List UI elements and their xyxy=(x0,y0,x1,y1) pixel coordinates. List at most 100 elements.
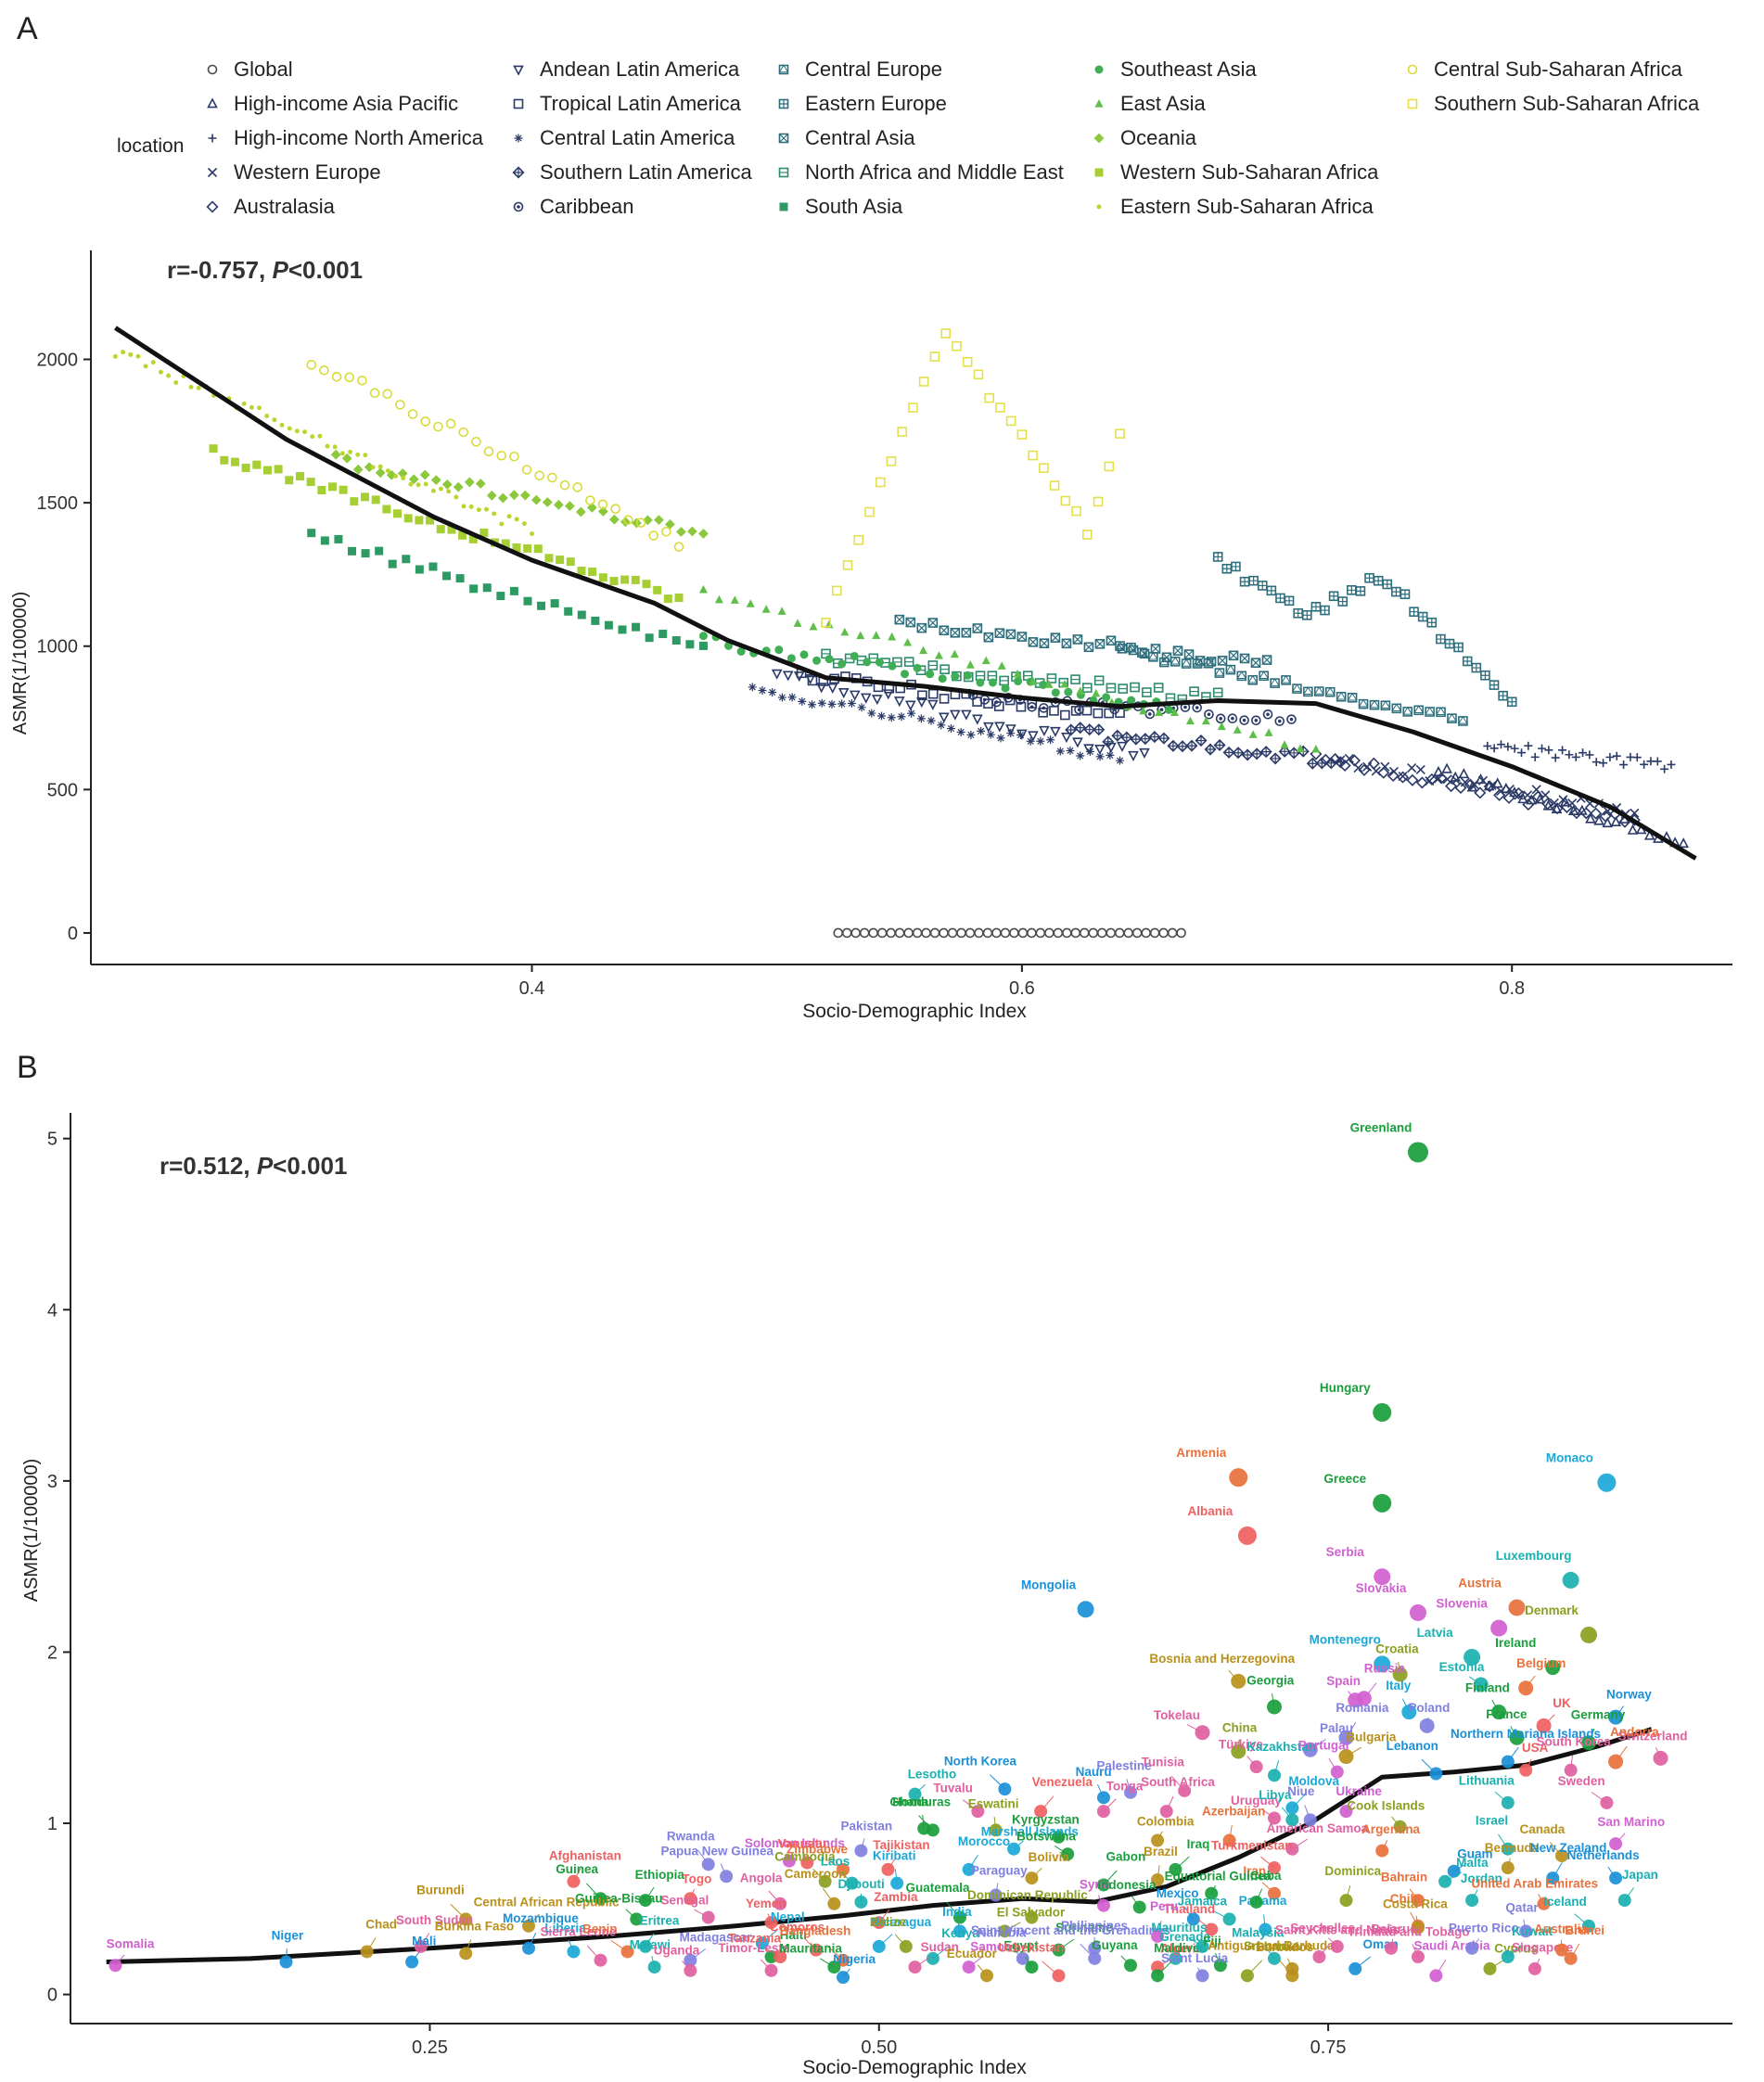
legend-label: High-income North America xyxy=(234,126,484,149)
country-marker xyxy=(908,1961,922,1974)
country-label: Sierra Leone xyxy=(541,1924,617,1938)
country-label: Yemen xyxy=(746,1897,786,1910)
data-point xyxy=(1413,705,1425,716)
data-point xyxy=(774,645,784,655)
data-point xyxy=(1092,688,1101,697)
data-point xyxy=(166,373,172,378)
country-marker xyxy=(872,1916,886,1930)
data-point xyxy=(220,455,229,465)
data-point xyxy=(1192,702,1203,713)
p-label-a: P xyxy=(272,256,288,284)
legend-marker xyxy=(778,98,789,109)
country-marker xyxy=(1554,1849,1568,1863)
data-point xyxy=(926,670,935,679)
data-point xyxy=(1286,714,1297,724)
country-label: Spain xyxy=(1326,1674,1361,1688)
country-marker xyxy=(1285,1801,1299,1815)
data-point xyxy=(1016,632,1028,642)
country-marker xyxy=(1205,1922,1219,1936)
country-marker xyxy=(1562,1571,1579,1589)
data-point xyxy=(509,586,518,595)
data-point xyxy=(937,721,946,730)
data-point xyxy=(961,627,972,638)
country-label: Benin xyxy=(582,1922,618,1935)
data-point xyxy=(1236,671,1247,682)
country-point: Belize xyxy=(870,1915,913,1953)
loess-smooth-line-a xyxy=(114,326,1697,861)
country-label: Equatorial Guinea xyxy=(1165,1869,1272,1883)
data-point xyxy=(530,531,534,537)
x-tick-label-a: 0.4 xyxy=(519,978,545,999)
data-point xyxy=(492,511,497,517)
country-marker xyxy=(1124,1785,1138,1799)
country-label: Kazakhstan xyxy=(1246,1740,1316,1754)
data-point xyxy=(837,699,847,709)
data-point xyxy=(566,557,575,567)
country-marker xyxy=(818,1874,832,1888)
data-point xyxy=(893,696,905,708)
data-point xyxy=(1142,687,1152,697)
data-point xyxy=(1028,450,1038,461)
data-point xyxy=(1231,561,1241,572)
country-point: Tuvalu xyxy=(933,1781,985,1819)
data-point xyxy=(1217,656,1228,666)
country-label: Nepal xyxy=(771,1910,805,1923)
data-point xyxy=(1013,669,1022,678)
data-point xyxy=(173,380,179,386)
country-label: Ethiopia xyxy=(635,1868,685,1882)
country-label: Serbia xyxy=(1326,1545,1365,1559)
country-point: Brazil xyxy=(1144,1845,1178,1886)
data-point xyxy=(393,509,403,518)
country-marker xyxy=(1088,1941,1102,1955)
y-tick-label-a: 500 xyxy=(47,780,78,800)
data-point xyxy=(1150,644,1161,654)
country-marker xyxy=(989,1823,1003,1837)
country-label: Niue xyxy=(1287,1784,1315,1798)
country-point: Botswana xyxy=(1016,1830,1076,1861)
data-point xyxy=(867,709,876,718)
country-point: South Sudan xyxy=(396,1913,473,1953)
country-label: Andorra xyxy=(1610,1725,1659,1739)
country-label: Portugal xyxy=(1298,1739,1349,1753)
country-marker xyxy=(414,1939,428,1953)
data-point xyxy=(334,534,343,543)
country-marker xyxy=(1267,1769,1281,1782)
legend-label: Andean Latin America xyxy=(540,57,740,81)
data-point xyxy=(1049,480,1060,491)
data-point xyxy=(1009,927,1019,939)
legend-item: Central Latin America xyxy=(514,126,735,149)
country-label: Sweden xyxy=(1558,1774,1605,1788)
country-point: Cameroon xyxy=(785,1867,847,1910)
data-point xyxy=(1358,698,1369,709)
data-point xyxy=(1610,815,1622,827)
country-point: Iran xyxy=(1243,1864,1281,1900)
data-point xyxy=(428,562,438,571)
data-point xyxy=(1131,927,1143,939)
country-marker xyxy=(809,1943,823,1957)
data-point xyxy=(999,675,1009,686)
data-point xyxy=(585,495,595,505)
country-label: Chad xyxy=(365,1918,397,1932)
data-point xyxy=(402,555,411,564)
country-point: Nicaragua xyxy=(871,1915,932,1953)
country-point: Nauru xyxy=(1076,1765,1112,1805)
data-point xyxy=(951,671,960,681)
data-point xyxy=(1248,575,1259,586)
data-point xyxy=(1164,705,1173,714)
country-marker xyxy=(1025,1910,1039,1924)
data-point xyxy=(1029,677,1038,685)
country-point: Djibouti xyxy=(838,1877,885,1909)
country-point: Seychelles xyxy=(1290,1922,1355,1953)
data-point xyxy=(849,690,861,701)
data-point xyxy=(1497,740,1505,749)
country-label: North Korea xyxy=(944,1754,1016,1768)
data-point xyxy=(330,449,341,460)
country-marker xyxy=(755,1936,769,1950)
country-point: Argentina xyxy=(1361,1822,1421,1858)
data-point xyxy=(894,927,905,939)
data-point xyxy=(1567,798,1578,809)
country-label: India xyxy=(942,1905,972,1919)
country-point: Tajikistan xyxy=(873,1838,930,1876)
country-label: Saint Lucia xyxy=(1161,1951,1229,1965)
country-point: Lesotho xyxy=(908,1767,956,1801)
